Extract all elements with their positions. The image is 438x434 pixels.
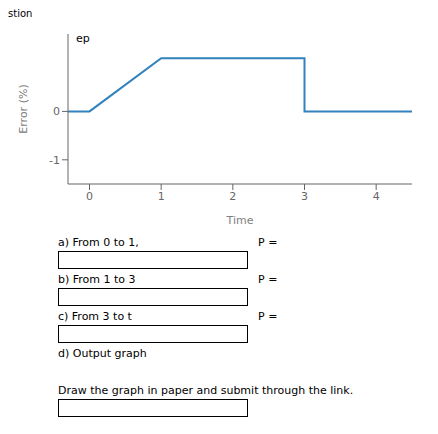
html-text:P =: P = (258, 310, 278, 323)
html-text:c) From 3 to t: c) From 3 to t (58, 310, 132, 323)
svg-text:1: 1 (158, 190, 165, 203)
svg-text:-1: -1 (49, 154, 60, 167)
svg-text:3: 3 (301, 190, 308, 203)
svg-text:2: 2 (229, 190, 236, 203)
svg-text:0: 0 (53, 105, 60, 118)
svg-text:4: 4 (373, 190, 380, 203)
svg-text:0: 0 (86, 190, 93, 203)
html-text:a) From 0 to 1,: a) From 0 to 1, (58, 236, 139, 249)
html-text:Draw the graph in paper and su: Draw the graph in paper and submit throu… (58, 384, 354, 397)
html-text:ep: ep (76, 32, 90, 45)
html-text:b) From 1 to 3: b) From 1 to 3 (58, 273, 136, 286)
svg-text:Error (%): Error (%) (17, 84, 30, 133)
svg-text:Time: Time (226, 214, 254, 227)
html-text:P =: P = (258, 273, 278, 286)
html-text:stion: stion (8, 8, 33, 19)
html-text:P =: P = (258, 236, 278, 249)
html-text:d) Output graph: d) Output graph (58, 347, 147, 360)
